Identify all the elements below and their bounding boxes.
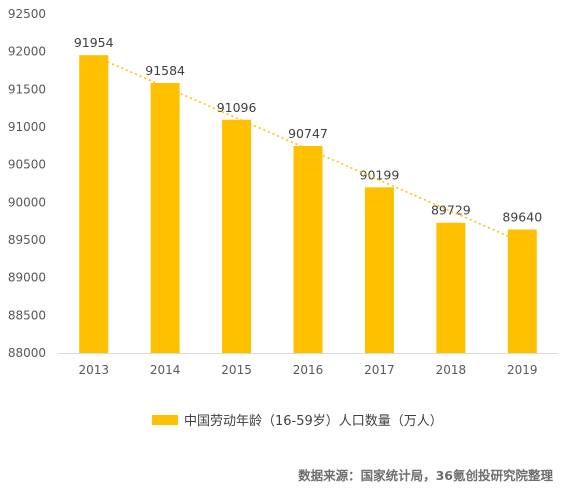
x-axis-ticks: 2013 2014 2015 2016 2017 2018 2019 <box>78 363 537 377</box>
bar-chart: 88000 88500 89000 89500 90000 90500 91000 91500… <box>8 7 558 377</box>
x-tick-label-2015: 2015 <box>221 363 252 377</box>
data-label-2019: 89640 <box>502 209 542 224</box>
x-tick-label-2016: 2016 <box>293 363 324 377</box>
bar-2013 <box>79 55 109 354</box>
data-label-2015: 91096 <box>217 100 257 115</box>
y-tick-label: 89000 <box>8 271 46 285</box>
bars <box>79 55 537 354</box>
y-tick-label: 91000 <box>8 120 46 134</box>
x-tick-label-2019: 2019 <box>507 363 538 377</box>
x-tick-label-2017: 2017 <box>364 363 395 377</box>
legend-label: 中国劳动年龄（16-59岁）人口数量（万人） <box>184 414 443 429</box>
y-axis-ticks: 88000 88500 89000 89500 90000 90500 91000 91500… <box>8 7 46 360</box>
data-labels: 91954 91584 91096 90747 90199 89729 89640 <box>74 35 542 224</box>
y-tick-label: 90000 <box>8 195 46 209</box>
y-tick-label: 91500 <box>8 82 46 96</box>
bar-2016 <box>293 146 323 353</box>
y-tick-label: 89500 <box>8 233 46 247</box>
bar-2019 <box>507 229 537 353</box>
y-tick-label: 92000 <box>8 45 46 59</box>
data-label-2014: 91584 <box>145 63 185 78</box>
legend: 中国劳动年龄（16-59岁）人口数量（万人） <box>152 410 443 429</box>
bar-2015 <box>222 119 252 353</box>
data-label-2018: 89729 <box>431 203 471 218</box>
bar-2014 <box>150 83 180 353</box>
bar-2018 <box>436 222 466 353</box>
bar-2017 <box>364 187 394 353</box>
x-tick-label-2018: 2018 <box>436 363 467 377</box>
y-tick-label: 88500 <box>8 308 46 322</box>
data-label-2016: 90747 <box>288 126 328 141</box>
x-tick-label-2013: 2013 <box>78 363 109 377</box>
data-label-2013: 91954 <box>74 35 114 50</box>
legend-swatch <box>152 414 178 425</box>
source-note: 数据来源：国家统计局，36氪创投研究院整理 <box>298 468 553 483</box>
x-tick-label-2014: 2014 <box>150 363 181 377</box>
data-label-2017: 90199 <box>360 167 400 182</box>
y-tick-label: 92500 <box>8 7 46 21</box>
y-tick-label: 88000 <box>8 346 46 360</box>
y-tick-label: 90500 <box>8 158 46 172</box>
